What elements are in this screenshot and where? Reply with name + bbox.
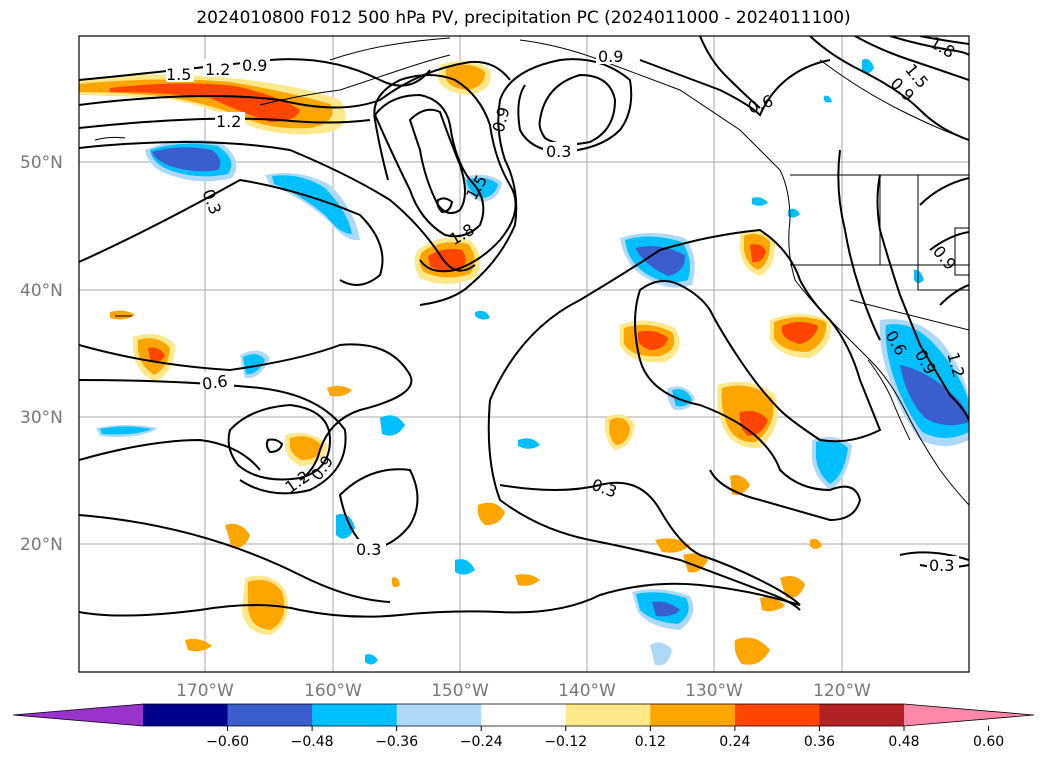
colorbar-tick-label: −0.12 — [544, 734, 587, 750]
colorbar-tick-label: −0.24 — [460, 734, 503, 750]
lat-label: 20°N — [20, 535, 63, 555]
colorbar-bin — [143, 704, 229, 726]
colorbar-tick-label: 0.12 — [635, 734, 666, 750]
lon-label: 170°W — [176, 681, 234, 701]
contour-label: 1.5 — [166, 65, 191, 84]
colorbar-outline — [12, 703, 1035, 727]
colorbar-tick-label: 0.60 — [973, 734, 1004, 750]
lon-label: 140°W — [558, 681, 616, 701]
lon-label: 130°W — [685, 681, 743, 701]
precip-negative-regions — [96, 59, 969, 666]
map-title: 2024010800 F012 500 hPa PV, precipitatio… — [196, 8, 851, 28]
lat-label: 30°N — [20, 408, 63, 428]
lon-label: 160°W — [304, 681, 362, 701]
colorbar-bin — [312, 704, 398, 726]
lon-label: 150°W — [431, 681, 489, 701]
contour-label: 1.2 — [205, 60, 230, 79]
contour-label: 0.3 — [546, 142, 571, 161]
colorbar-tick-label: 0.36 — [804, 734, 835, 750]
colorbar-extend-low — [13, 704, 143, 726]
colorbar-tick-label: 0.24 — [719, 734, 750, 750]
colorbar-bin — [819, 704, 905, 726]
colorbar-bin — [396, 704, 482, 726]
lat-label: 50°N — [20, 153, 63, 173]
colorbar-bin — [734, 704, 820, 726]
contour-label: 0.6 — [201, 371, 229, 393]
contour-label: 0.3 — [356, 540, 381, 559]
colorbar-bin — [227, 704, 313, 726]
colorbar-bin — [481, 704, 567, 726]
colorbar-tick-label: −0.48 — [291, 734, 334, 750]
colorbar-extend-high — [904, 704, 1034, 726]
colorbar-bin — [565, 704, 651, 726]
colorbar-tick-label: 0.48 — [888, 734, 919, 750]
colorbar-tick-label: −0.60 — [206, 734, 249, 750]
lon-label: 120°W — [813, 681, 871, 701]
pv-contours — [79, 36, 969, 618]
map-content: 0.9 1.5 1.2 1.2 0.3 0.9 0.3 1.5 1.8 0.9 … — [79, 36, 969, 672]
map-background — [79, 36, 969, 672]
contour-label: 0.3 — [929, 556, 954, 575]
map-frame — [78, 35, 970, 673]
contour-label: 0.9 — [598, 47, 623, 66]
lat-label: 40°N — [20, 281, 63, 301]
coastlines — [94, 37, 969, 506]
contour-label: 1.2 — [216, 112, 241, 131]
colorbar: −0.60 −0.48 −0.36 −0.24 −0.12 0.12 0.24 0.36 0.4… — [12, 703, 1035, 750]
colorbar-tick-label: −0.36 — [375, 734, 418, 750]
colorbar-bin — [650, 704, 736, 726]
contour-label: 0.9 — [242, 56, 267, 75]
